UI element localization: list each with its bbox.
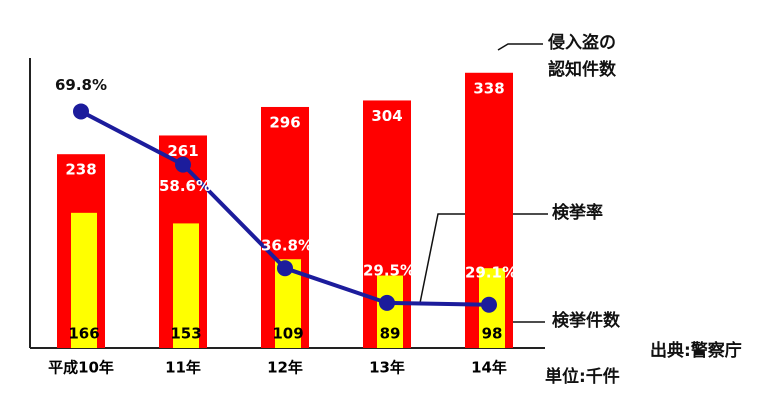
data-label: 29.5% <box>363 261 415 279</box>
data-label: 153 <box>170 325 201 343</box>
line-point <box>481 296 497 313</box>
data-label: 36.8% <box>261 237 313 255</box>
bar <box>377 275 403 348</box>
data-label: 89 <box>380 325 401 343</box>
x-tick-label: 11年 <box>165 359 201 377</box>
data-label: 98 <box>482 325 503 343</box>
x-tick-label: 14年 <box>471 359 507 377</box>
bar <box>71 212 97 348</box>
line-point <box>175 156 191 173</box>
x-tick-label: 12年 <box>267 359 303 377</box>
data-label: 238 <box>65 161 96 179</box>
data-label: 304 <box>371 107 402 125</box>
legend-label: 検挙件数 <box>552 311 620 331</box>
leader-line <box>497 43 543 51</box>
line-point <box>73 103 89 120</box>
data-label: 29.1% <box>465 263 517 281</box>
legend-label: 検挙率 <box>552 203 603 223</box>
unit: 単位:千件 <box>545 367 620 387</box>
bar <box>173 223 199 348</box>
data-label: 338 <box>473 79 504 97</box>
data-label: 109 <box>272 325 303 343</box>
x-tick-label: 平成10年 <box>48 359 114 377</box>
source: 出典:警察庁 <box>650 341 742 361</box>
data-label: 261 <box>167 142 198 160</box>
data-label: 296 <box>269 113 300 131</box>
legend-label: 侵入盗の 認知件数 <box>548 33 616 80</box>
data-label: 166 <box>68 325 99 343</box>
line-point <box>379 294 395 311</box>
x-tick-label: 13年 <box>369 359 405 377</box>
line-point <box>277 260 293 277</box>
data-label: 69.8% <box>55 76 107 94</box>
data-label: 58.6% <box>159 177 211 195</box>
